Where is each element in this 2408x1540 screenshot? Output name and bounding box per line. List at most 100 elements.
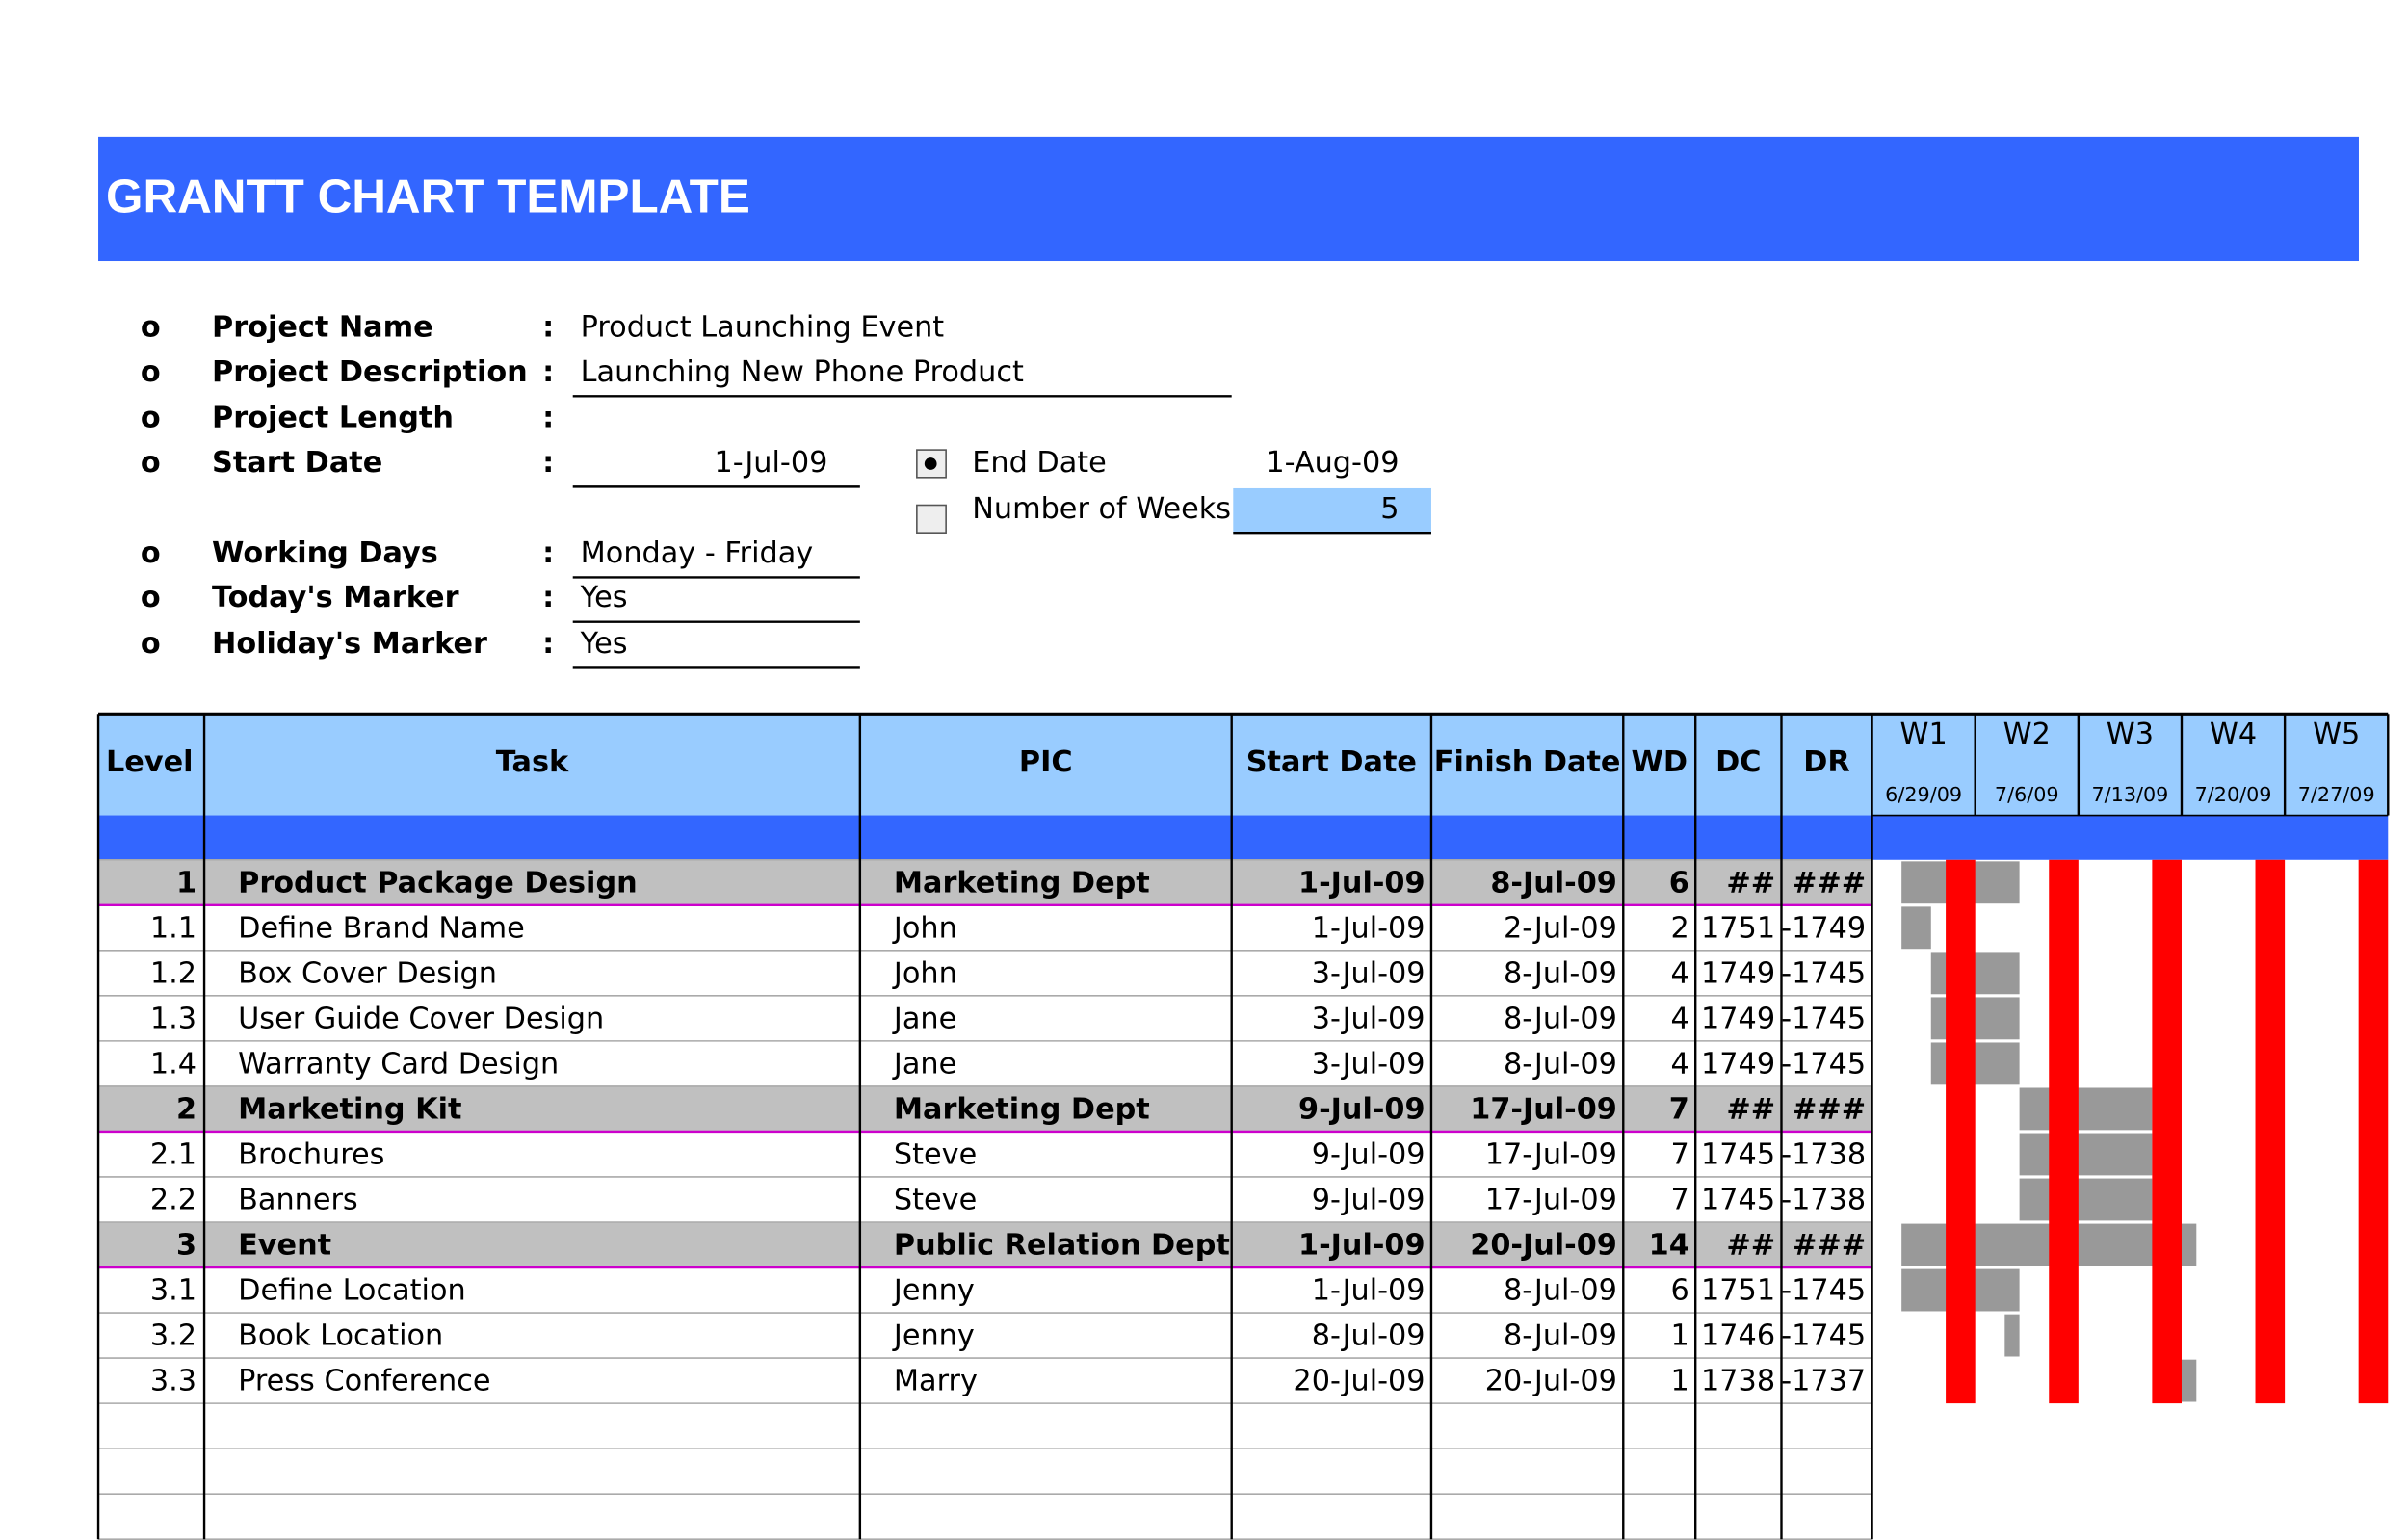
cell: 3.3 (150, 1365, 196, 1398)
gantt-bar (2004, 1314, 2020, 1357)
cell: 3-Jul-09 (1312, 956, 1426, 990)
cell: 17-Jul-09 (1485, 1138, 1617, 1172)
cell: 1.2 (150, 956, 196, 990)
group-row-bg (98, 859, 1872, 905)
separator: : (542, 355, 554, 389)
gantt-bar (2181, 1359, 2197, 1402)
cell: Banners (238, 1184, 358, 1217)
cell: -1749 (1781, 911, 1866, 945)
cell: John (892, 956, 957, 990)
column-header: PIC (1019, 745, 1073, 779)
field-label: Working Days (212, 536, 438, 570)
weeks-label: Number of Weeks (972, 492, 1231, 526)
cell: -1745 (1781, 1047, 1866, 1081)
separator: : (542, 627, 554, 661)
header-bg (98, 714, 2389, 816)
title-banner (98, 136, 2359, 262)
cell: 1.1 (150, 911, 196, 945)
column-header: Start Date (1246, 745, 1417, 779)
cell: Box Cover Design (238, 956, 497, 990)
cell: 2-Jul-09 (1504, 911, 1617, 945)
field-label: Today's Marker (212, 581, 459, 614)
radio-weeks[interactable] (916, 504, 947, 534)
cell: John (892, 911, 957, 945)
cell: User Guide Cover Design (238, 1002, 604, 1035)
cell: ## (1726, 1093, 1775, 1127)
cell: 9-Jul-09 (1312, 1184, 1426, 1217)
separator: : (542, 446, 554, 480)
cell: 6 (1669, 866, 1689, 900)
cell: 2.2 (150, 1184, 196, 1217)
cell: -1738 (1781, 1138, 1866, 1172)
gantt-bar (2019, 1087, 2153, 1131)
cell: 3-Jul-09 (1312, 1047, 1426, 1081)
separator: : (542, 581, 554, 614)
cell: 1 (176, 866, 196, 900)
field-label: Project Description (212, 355, 528, 389)
cell: -1745 (1781, 1002, 1866, 1035)
cell: 17-Jul-09 (1485, 1184, 1617, 1217)
cell: 2 (176, 1093, 196, 1127)
field-value: Launching New Phone Product (581, 355, 1024, 389)
cell: Define Brand Name (238, 911, 525, 945)
week-label: W4 (2210, 718, 2257, 751)
weekend-marker (2049, 859, 2079, 1404)
column-header: DR (1803, 745, 1849, 779)
cell: Book Location (238, 1319, 443, 1353)
cell: 1-Jul-09 (1298, 1229, 1426, 1263)
radio-end-date[interactable] (916, 449, 947, 479)
cell: 20-Jul-09 (1485, 1365, 1617, 1398)
title: GRANTT CHART TEMPLATE (106, 170, 750, 222)
cell: Marketing Dept (894, 1093, 1150, 1127)
cell: 8-Jul-09 (1504, 1274, 1617, 1308)
cell: 1-Jul-09 (1298, 866, 1426, 900)
cell: 14 (1649, 1229, 1689, 1263)
cell: 7 (1669, 1093, 1689, 1127)
cell: 1749 (1701, 956, 1775, 990)
weekend-marker (2255, 859, 2286, 1404)
bullet: o (141, 627, 161, 661)
cell: 20-Jul-09 (1470, 1229, 1617, 1263)
cell: 8-Jul-09 (1504, 1319, 1617, 1353)
cell: 1746 (1701, 1319, 1775, 1353)
column-header: Task (496, 745, 569, 779)
cell: 8-Jul-09 (1490, 866, 1617, 900)
cell: 1751 (1701, 911, 1775, 945)
week-date: 7/20/09 (2195, 783, 2272, 806)
cell: 1-Jul-09 (1312, 911, 1426, 945)
cell: Event (238, 1229, 331, 1263)
field-value: Product Launching Event (581, 311, 945, 345)
gantt-bar (2019, 1178, 2153, 1221)
week-date: 7/13/09 (2091, 783, 2168, 806)
cell: -1745 (1781, 1274, 1866, 1308)
cell: 1.4 (150, 1047, 196, 1081)
cell: 3 (176, 1229, 196, 1263)
weeks-cell (1233, 487, 1431, 534)
column-header: Finish Date (1434, 745, 1621, 779)
cell: 1745 (1701, 1138, 1775, 1172)
cell: 8-Jul-09 (1504, 1002, 1617, 1035)
group-row-bg (98, 1085, 1872, 1132)
header-band (98, 815, 2389, 860)
cell: 2.1 (150, 1138, 196, 1172)
bullet: o (141, 355, 161, 389)
cell: -1745 (1781, 1319, 1866, 1353)
cell: Public Relation Dept (894, 1229, 1230, 1263)
cell: 1 (1671, 1365, 1689, 1398)
cell: -1737 (1781, 1365, 1866, 1398)
field-label: Holiday's Marker (212, 627, 487, 661)
cell: 7 (1671, 1138, 1689, 1172)
cell: ## (1726, 1229, 1775, 1263)
cell: -1745 (1781, 956, 1866, 990)
cell: Warranty Card Design (238, 1047, 559, 1081)
cell: 9-Jul-09 (1298, 1093, 1426, 1127)
gantt-bar (1930, 952, 2020, 995)
gantt-bar (2019, 1133, 2153, 1176)
weeks-value: 5 (1380, 492, 1399, 526)
cell: 4 (1671, 956, 1689, 990)
field-value: Monday - Friday (581, 536, 814, 570)
cell: Marry (894, 1365, 978, 1398)
cell: 1749 (1701, 1002, 1775, 1035)
cell: Product Package Design (238, 866, 638, 900)
